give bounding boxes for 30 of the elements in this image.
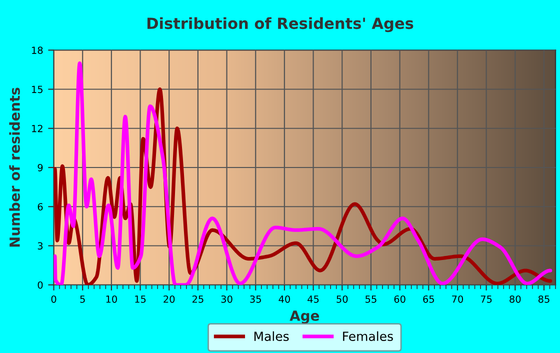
x-tick-label: 25 bbox=[192, 295, 204, 303]
y-tick-label: 18 bbox=[32, 46, 43, 54]
x-tick-label: 75 bbox=[480, 296, 492, 303]
x-tick-label: 10 bbox=[106, 295, 117, 303]
x-tick-label: 55 bbox=[366, 296, 376, 303]
x-tick-label: 35 bbox=[250, 295, 261, 303]
x-axis-title: Age bbox=[290, 310, 320, 324]
x-tick-label: 45 bbox=[308, 296, 319, 303]
x-tick-label: 80 bbox=[510, 295, 521, 303]
y-tick-label: 3 bbox=[38, 242, 43, 250]
x-tick-label: 15 bbox=[135, 296, 146, 303]
x-tick-label: 40 bbox=[278, 295, 290, 303]
x-tick-label: 20 bbox=[164, 295, 175, 303]
y-tick-label: 9 bbox=[38, 164, 43, 172]
x-tick-label: 65 bbox=[423, 295, 434, 303]
y-tick-label: 15 bbox=[32, 86, 42, 94]
x-tick-label: 0 bbox=[51, 295, 56, 303]
x-tick-label: 85 bbox=[538, 295, 550, 303]
y-axis-title: Number of residents bbox=[9, 88, 20, 247]
legend-label: Females bbox=[343, 331, 393, 342]
x-tick-label: 50 bbox=[336, 295, 348, 303]
y-tick-label: 6 bbox=[38, 203, 43, 210]
legend-label: Males bbox=[254, 331, 289, 342]
x-tick-label: 60 bbox=[394, 295, 406, 303]
y-tick-label: 12 bbox=[32, 124, 42, 132]
x-tick-label: 30 bbox=[221, 295, 232, 303]
chart-title: Distribution of Residents' Ages bbox=[147, 17, 414, 32]
y-tick-label: 0 bbox=[38, 281, 43, 289]
x-tick-label: 70 bbox=[452, 295, 464, 303]
x-tick-label: 5 bbox=[80, 296, 85, 303]
